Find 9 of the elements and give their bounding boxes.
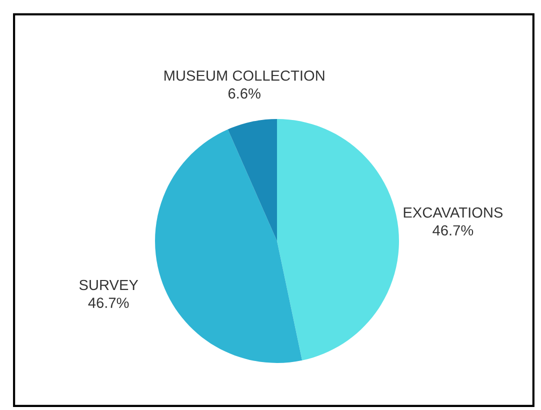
data-label: 6.6% (228, 88, 260, 99)
data-label: 46.7% (432, 225, 474, 236)
pie-slice (277, 119, 399, 360)
pie-slice (155, 129, 302, 363)
data-label: 46.7% (88, 298, 129, 308)
slice-label: EXCAVATIONS (404, 207, 503, 218)
slice-label: MUSEUM COLLECTION (164, 70, 324, 81)
slice-label: SURVEY (79, 280, 138, 290)
pie-slice (228, 119, 277, 241)
